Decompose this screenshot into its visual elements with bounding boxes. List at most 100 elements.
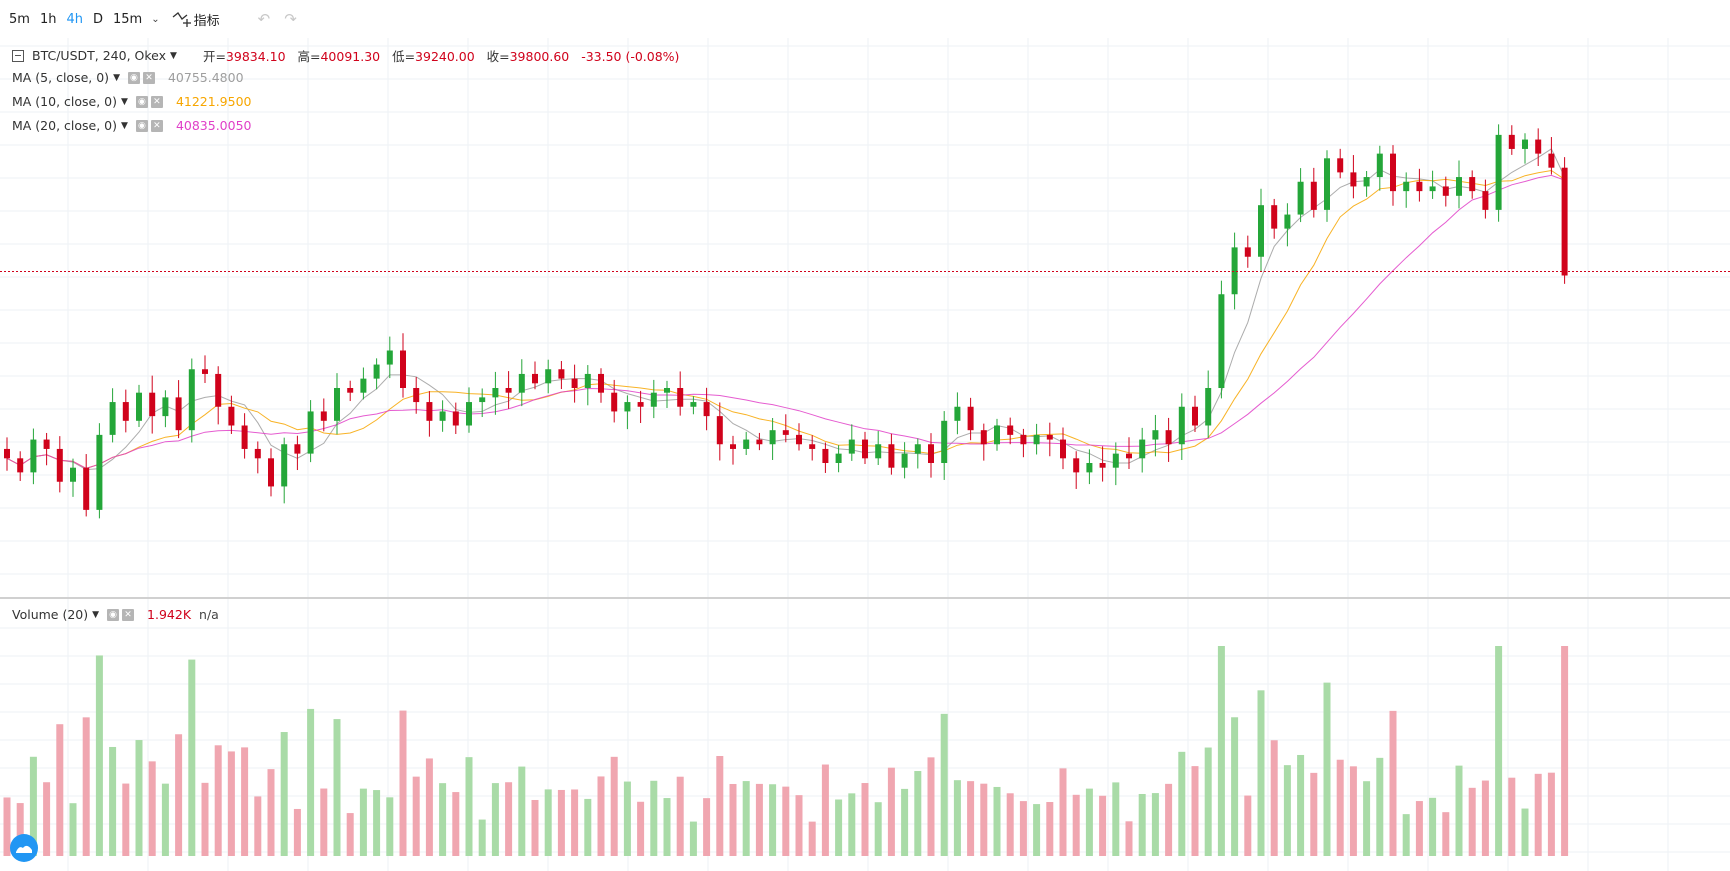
candle-body	[136, 392, 142, 421]
volume-bar	[1178, 751, 1186, 856]
volume-bar	[1508, 777, 1516, 856]
candle-body	[611, 392, 618, 412]
volume-bar	[597, 776, 605, 856]
candle-body	[122, 402, 129, 421]
volume-bar	[663, 798, 671, 856]
candle-body	[109, 402, 116, 435]
volume-bar	[848, 793, 856, 856]
candle-body	[901, 453, 908, 468]
candle-body	[347, 388, 354, 393]
timeframe-15m[interactable]: 15m	[112, 11, 143, 27]
volume-bar	[1125, 821, 1133, 856]
collapse-icon[interactable]	[12, 49, 24, 62]
candle-body	[1231, 247, 1238, 295]
candle-body	[360, 378, 367, 393]
price-chart[interactable]	[0, 38, 1730, 871]
volume-bar	[227, 751, 235, 856]
candle-body	[400, 350, 406, 388]
volume-bar	[637, 801, 645, 856]
candle-body	[545, 369, 552, 384]
candle-body	[664, 388, 670, 393]
candle-body	[413, 388, 420, 403]
candle-body	[756, 439, 763, 445]
candle-body	[426, 402, 433, 421]
volume-bar	[967, 781, 975, 856]
candle-body	[624, 402, 631, 412]
candle-body	[505, 388, 512, 393]
candle-body	[1152, 430, 1159, 440]
volume-bar	[1389, 710, 1397, 856]
candle-body	[862, 439, 868, 459]
ma10-dropdown-icon[interactable]: ▼	[121, 96, 128, 107]
candle-body	[96, 434, 103, 510]
indicators-button[interactable]: 指标	[172, 10, 220, 29]
candle-body	[835, 453, 842, 463]
ma20-dropdown-icon[interactable]: ▼	[121, 120, 128, 131]
undo-icon[interactable]: ↶	[257, 10, 271, 28]
candle-body	[1376, 153, 1383, 178]
ma10-legend: MA (10, close, 0) ▼ ◉ ✕ 41221.9500	[12, 94, 252, 109]
symbol-dropdown-icon[interactable]: ▼	[170, 50, 177, 61]
timeframe-5m[interactable]: 5m	[9, 11, 30, 27]
volume-bar	[914, 771, 922, 856]
candle-body	[954, 406, 961, 421]
ma10-remove-icon[interactable]: ✕	[150, 95, 163, 108]
candle-body	[215, 373, 222, 407]
timeframe-1h[interactable]: 1h	[39, 11, 57, 27]
timeframe-4h[interactable]: 4h	[66, 11, 83, 27]
volume-bar	[320, 788, 328, 856]
candle-body	[294, 444, 301, 454]
volume-bar	[769, 784, 777, 856]
candle-body	[373, 364, 380, 379]
volume-bar	[1099, 795, 1107, 856]
candle-body	[17, 458, 24, 473]
ohlc-values: 开=39834.10 高=40091.30 低=39240.00 收=39800…	[202, 49, 680, 64]
candle-body	[1218, 294, 1225, 388]
ma20-remove-icon[interactable]: ✕	[150, 119, 163, 132]
volume-bar	[901, 788, 909, 856]
candle-body	[466, 402, 472, 426]
volume-bar	[557, 789, 565, 856]
volume-bar	[1085, 788, 1093, 856]
candle-body	[928, 444, 934, 463]
volume-remove-icon[interactable]: ✕	[122, 608, 135, 621]
toolbar: 5m 1h 4h D 15m ⌄ 指标 ↶ ↷	[0, 0, 1730, 38]
volume-bar	[821, 764, 829, 856]
ma5-visibility-icon[interactable]: ◉	[127, 71, 140, 84]
volume-bar	[1534, 773, 1542, 856]
volume-bar	[571, 789, 579, 856]
volume-bar	[412, 776, 420, 856]
volume-bar	[742, 781, 750, 856]
ma5-remove-icon[interactable]: ✕	[142, 71, 155, 84]
ma20-visibility-icon[interactable]: ◉	[135, 119, 148, 132]
volume-bar	[1363, 781, 1371, 856]
indicators-icon	[172, 12, 191, 27]
candle-body	[1271, 205, 1278, 229]
candle-body	[162, 397, 169, 417]
candle-body	[888, 444, 895, 468]
timeframe-dropdown-icon[interactable]: ⌄	[151, 13, 160, 25]
volume-visibility-icon[interactable]: ◉	[107, 608, 120, 621]
symbol-label: BTC/USDT, 240, Okex	[32, 48, 167, 63]
volume-bar	[623, 781, 631, 856]
candle-body	[452, 411, 459, 426]
volume-bar	[1323, 682, 1331, 856]
volume-bar	[241, 747, 249, 856]
candle-body	[1508, 134, 1515, 149]
ma5-legend: MA (5, close, 0) ▼ ◉ ✕ 40755.4800	[12, 70, 244, 85]
ma5-dropdown-icon[interactable]: ▼	[113, 72, 120, 83]
redo-icon[interactable]: ↷	[284, 10, 297, 28]
volume-bar	[1231, 717, 1239, 856]
candle-body	[809, 444, 816, 449]
volume-legend: Volume (20) ▼ ◉ ✕ 1.942K n/a	[12, 607, 219, 622]
candle-body	[1403, 181, 1410, 192]
volume-bar	[333, 719, 341, 856]
ma10-visibility-icon[interactable]: ◉	[135, 95, 148, 108]
candle-body	[56, 448, 63, 482]
timeframe-d[interactable]: D	[92, 11, 103, 27]
volume-dropdown-icon[interactable]: ▼	[92, 609, 100, 620]
candle-body	[730, 444, 736, 449]
volume-bar	[425, 758, 433, 856]
candle-body	[848, 439, 855, 454]
candle-body	[571, 378, 578, 388]
